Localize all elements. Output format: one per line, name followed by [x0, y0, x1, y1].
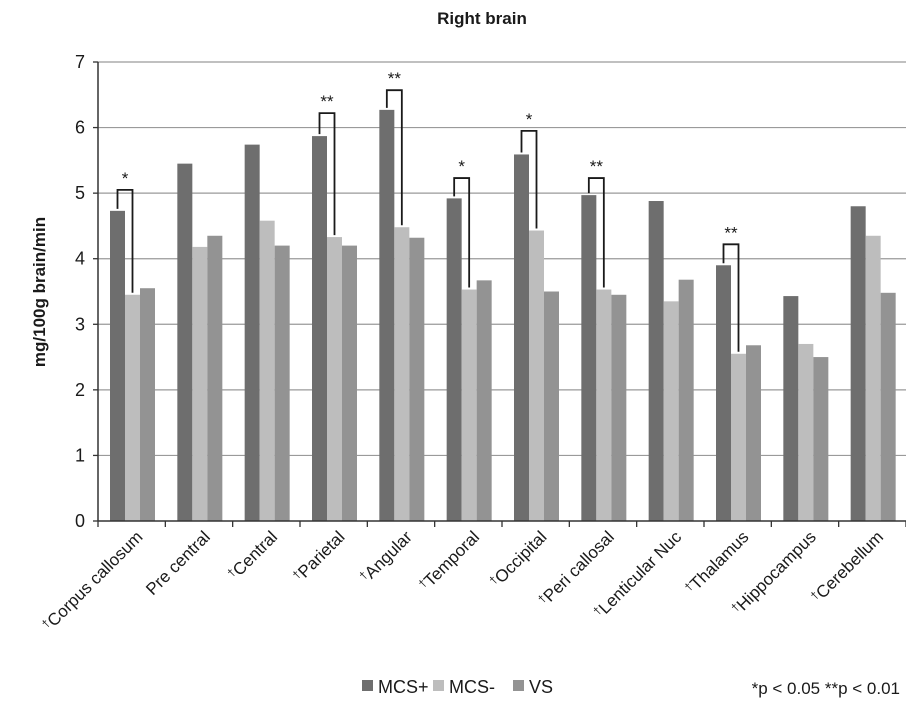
significance-label: *: [526, 110, 533, 129]
bar: [110, 210, 125, 521]
significance-label: **: [590, 157, 604, 176]
bar: [880, 292, 896, 521]
y-tick-label: 2: [75, 380, 85, 400]
significance-bracket: [520, 129, 538, 229]
x-tick-label: †Parietal: [290, 527, 349, 586]
significance-label: **: [320, 92, 334, 111]
significance-bracket: [385, 89, 403, 226]
y-tick-label: 0: [75, 511, 85, 531]
significance-bracket: [587, 177, 605, 288]
significance-markers: ***********: [116, 69, 740, 352]
bar: [476, 280, 492, 521]
bar: [716, 265, 731, 521]
significance-bracket: [318, 112, 336, 236]
bar: [850, 206, 866, 521]
x-tick-label: †Occipital: [487, 527, 551, 591]
significance-bracket: [453, 177, 471, 288]
y-tick-label: 6: [75, 118, 85, 138]
significance-label: *: [458, 157, 465, 176]
bar: [394, 227, 410, 522]
bar: [596, 289, 612, 521]
x-tick-label: †Cerebellum: [808, 527, 887, 606]
gridlines: [98, 61, 906, 457]
category-name: Corpus callosum: [44, 527, 147, 630]
chart-title: Right brain: [437, 9, 527, 28]
bar: [611, 294, 627, 521]
category-name: Central: [229, 527, 281, 579]
y-tick-label: 3: [75, 314, 85, 334]
axes: [97, 62, 906, 527]
bar: [813, 357, 829, 521]
legend: MCS+ MCS- VS: [362, 677, 553, 697]
category-name: Parietal: [294, 527, 348, 581]
bar: [461, 289, 477, 521]
x-tick-label: †Angular: [357, 527, 416, 586]
significance-footnote: *p < 0.05 **p < 0.01: [752, 679, 900, 698]
bar: [865, 235, 881, 521]
significance-bracket: [116, 188, 134, 293]
x-tick-label: †Thalamus: [682, 527, 753, 598]
bar: [746, 345, 761, 521]
category-name: Occipital: [491, 527, 551, 587]
y-tick-label: 4: [75, 249, 85, 269]
bar: [514, 154, 529, 521]
legend-label: MCS+: [378, 677, 429, 697]
x-tick-label: Pre central: [142, 527, 214, 599]
bar: [663, 301, 679, 521]
bar: [140, 288, 155, 521]
significance-label: *: [122, 169, 129, 188]
category-name: Temporal: [420, 527, 483, 590]
bar: [125, 294, 140, 521]
bar: [207, 235, 223, 521]
legend-label: VS: [529, 677, 553, 697]
y-tick-label: 5: [75, 183, 85, 203]
bar: [177, 163, 193, 521]
bar: [342, 245, 357, 521]
significance-label: **: [724, 223, 738, 242]
y-axis-label: mg/100g brain/min: [30, 217, 49, 367]
bar: [798, 343, 814, 521]
bar: [678, 279, 694, 521]
bar: [259, 220, 275, 521]
bar: [446, 198, 462, 522]
significance-label: **: [388, 69, 402, 88]
bar: [192, 246, 208, 521]
bar: [327, 237, 342, 521]
bar: [783, 296, 799, 521]
significance-bracket: [722, 243, 740, 352]
legend-label: MCS-: [449, 677, 495, 697]
category-name: Cerebellum: [812, 527, 887, 602]
bar: [544, 291, 559, 521]
legend-swatch: [433, 680, 444, 691]
bar: [244, 144, 260, 521]
bar: [379, 109, 395, 522]
y-tick-label: 7: [75, 52, 85, 72]
y-tick-label: 1: [75, 445, 85, 465]
y-axis-ticks: 0 1 2 3 4 5 6 7: [75, 52, 98, 531]
bar: [312, 136, 327, 522]
x-tick-label: †Temporal: [416, 527, 483, 594]
bar: [274, 245, 290, 521]
bar: [648, 201, 664, 522]
category-name: Angular: [361, 527, 416, 582]
category-name: Thalamus: [686, 527, 752, 593]
bar: [529, 230, 544, 522]
x-tick-label: †Central: [225, 527, 282, 584]
bar: [731, 353, 746, 521]
bar-series: [110, 109, 896, 522]
x-tick-label: †Corpus callosum: [39, 527, 146, 634]
bar: [409, 237, 425, 521]
legend-swatch: [362, 680, 373, 691]
legend-swatch: [513, 680, 524, 691]
bar: [581, 195, 597, 522]
